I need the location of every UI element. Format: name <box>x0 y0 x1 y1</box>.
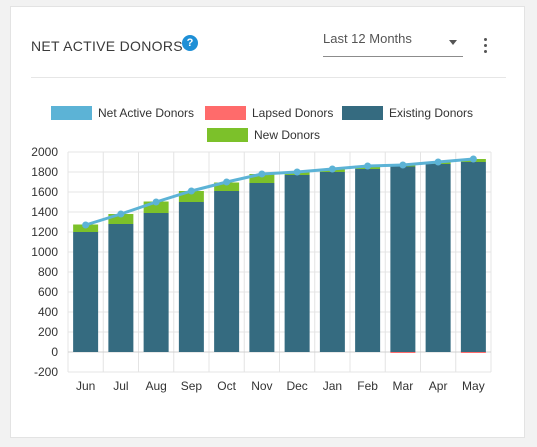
y-tick-label: 1600 <box>31 185 58 199</box>
bar-lapsed-donors <box>390 352 416 353</box>
net-active-donors-point <box>293 168 301 176</box>
donors-chart: -200 0 200 400 600 800 1000 1200 1400 1600 1800 200… <box>31 106 492 393</box>
bar-new-donors <box>249 174 275 183</box>
net-active-donors-point <box>399 161 407 169</box>
x-tick-label: Mar <box>393 379 414 393</box>
net-active-donors-point <box>364 162 372 170</box>
x-tick-label: Nov <box>251 379 272 393</box>
card-title: NET ACTIVE DONORS <box>31 38 183 54</box>
bar-existing-donors <box>73 232 99 352</box>
x-tick-label: Jul <box>113 379 128 393</box>
bar-existing-donors <box>249 183 275 352</box>
period-select[interactable]: Last 12 Months <box>323 29 463 57</box>
bar-existing-donors <box>355 169 381 352</box>
legend-swatch <box>342 106 383 120</box>
net-active-donors-card: NET ACTIVE DONORS ? Last 12 Months -200 0… <box>10 6 525 438</box>
y-tick-label: 1400 <box>31 205 58 219</box>
net-active-donors-point <box>434 158 442 166</box>
y-tick-label: 800 <box>38 265 58 279</box>
x-tick-label: Feb <box>357 379 378 393</box>
y-tick-label: 1000 <box>31 245 58 259</box>
y-tick-label: 0 <box>51 345 58 359</box>
y-tick-label: 400 <box>38 305 58 319</box>
bar-existing-donors <box>460 162 486 352</box>
x-tick-label: Aug <box>145 379 166 393</box>
net-active-donors-point <box>258 170 266 178</box>
net-active-donors-point <box>469 155 477 163</box>
legend-label: Lapsed Donors <box>252 106 333 120</box>
legend-label: Net Active Donors <box>98 106 194 120</box>
x-tick-label: Oct <box>217 379 236 393</box>
legend-swatch <box>205 106 246 120</box>
more-options-icon[interactable] <box>479 36 491 56</box>
y-tick-label: -200 <box>34 365 58 379</box>
net-active-donors-point <box>82 221 90 229</box>
x-tick-label: Dec <box>286 379 307 393</box>
y-tick-label: 2000 <box>31 145 58 159</box>
legend-swatch <box>51 106 92 120</box>
x-tick-label: Apr <box>429 379 448 393</box>
legend-label: Existing Donors <box>389 106 473 120</box>
y-tick-label: 600 <box>38 285 58 299</box>
net-active-donors-point <box>328 165 336 173</box>
bar-existing-donors <box>214 191 240 352</box>
net-active-donors-point <box>187 187 195 195</box>
bar-existing-donors <box>319 172 345 352</box>
bar-new-donors <box>178 191 204 202</box>
y-tick-label: 200 <box>38 325 58 339</box>
bar-existing-donors <box>390 166 416 352</box>
y-tick-label: 1200 <box>31 225 58 239</box>
legend-swatch <box>207 128 248 142</box>
bar-new-donors <box>108 214 134 224</box>
bar-existing-donors <box>108 224 134 352</box>
net-active-donors-point <box>223 178 231 186</box>
net-active-donors-point <box>117 210 125 218</box>
bar-new-donors <box>143 201 169 213</box>
net-active-donors-line <box>85 157 474 227</box>
header-divider <box>31 77 506 78</box>
legend-label: New Donors <box>254 128 320 142</box>
x-tick-label: Sep <box>181 379 203 393</box>
net-active-donors-point <box>152 198 160 206</box>
bar-existing-donors <box>143 213 169 352</box>
x-tick-label: Jun <box>76 379 95 393</box>
x-tick-label: May <box>462 379 485 393</box>
bar-existing-donors <box>284 175 310 352</box>
bar-lapsed-donors <box>460 352 486 353</box>
bar-new-donors <box>214 182 240 191</box>
y-tick-label: 1800 <box>31 165 58 179</box>
x-tick-label: Jan <box>323 379 342 393</box>
bar-existing-donors <box>425 164 451 352</box>
help-icon[interactable]: ? <box>182 35 198 51</box>
chevron-down-icon <box>449 40 457 45</box>
bar-existing-donors <box>178 202 204 352</box>
period-select-value: Last 12 Months <box>323 31 412 46</box>
